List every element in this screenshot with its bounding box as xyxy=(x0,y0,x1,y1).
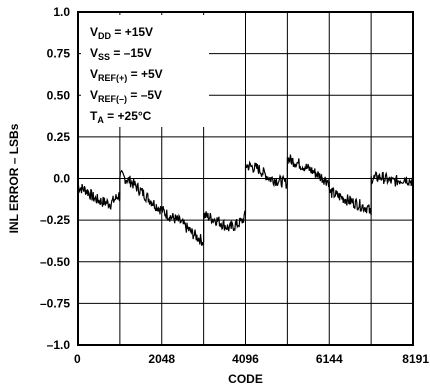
condition-annotation: TA = +25°C xyxy=(90,109,152,125)
inl-error-trace xyxy=(77,154,414,246)
x-tick-label: 6144 xyxy=(316,352,343,366)
x-tick-label: 0 xyxy=(74,352,81,366)
condition-annotation: VDD = +15V xyxy=(90,25,153,41)
x-tick-label: 4096 xyxy=(232,352,259,366)
condition-annotation: VREF(+) = +5V xyxy=(90,67,163,83)
x-tick-label: 8191 xyxy=(402,352,429,366)
x-tick-label: 2048 xyxy=(148,352,175,366)
y-tick-label: 0.25 xyxy=(47,130,71,144)
tick-labels: 1.0 0.75 0.50 0.25 0.0 –0.25 –0.50 –0.75 –1.00 20… xyxy=(40,5,429,366)
plot-frame xyxy=(77,11,414,346)
y-tick-label: –0.25 xyxy=(40,213,70,227)
y-tick-label: 1.0 xyxy=(53,5,70,19)
condition-annotation: VSS = –15V xyxy=(90,46,152,62)
y-tick-label: 0.0 xyxy=(53,172,70,186)
condition-annotation: VREF(–) = –5V xyxy=(90,88,162,104)
y-tick-label: 0.50 xyxy=(47,88,71,102)
y-tick-label: –0.75 xyxy=(40,296,70,310)
y-tick-label: –0.50 xyxy=(40,255,70,269)
condition-annotations: VDD = +15V VSS = –15V VREF(+) = +5V VREF(–)… xyxy=(90,25,163,125)
y-tick-label: –1.0 xyxy=(47,338,71,352)
annotation-box xyxy=(81,15,209,127)
y-axis-label: INL ERROR – LSBs xyxy=(7,123,21,233)
x-axis-label: CODE xyxy=(228,372,263,386)
y-tick-label: 0.75 xyxy=(47,47,71,61)
